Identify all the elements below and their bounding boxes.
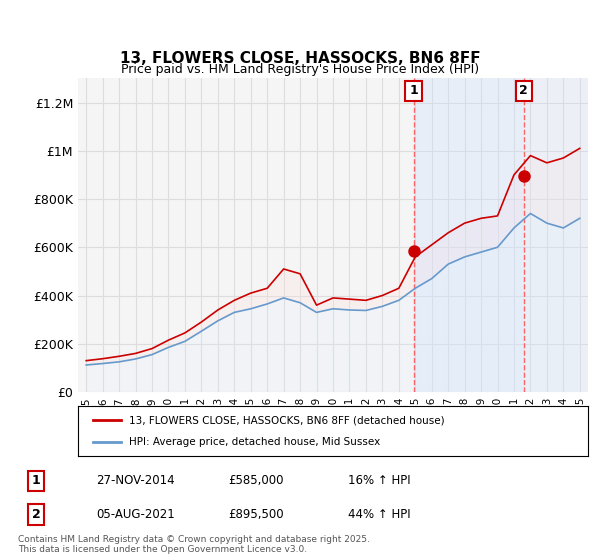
Text: 44% ↑ HPI: 44% ↑ HPI: [348, 508, 410, 521]
Text: 2: 2: [32, 508, 40, 521]
Text: 13, FLOWERS CLOSE, HASSOCKS, BN6 8FF: 13, FLOWERS CLOSE, HASSOCKS, BN6 8FF: [119, 52, 481, 66]
Text: 13, FLOWERS CLOSE, HASSOCKS, BN6 8FF (detached house): 13, FLOWERS CLOSE, HASSOCKS, BN6 8FF (de…: [129, 415, 445, 425]
Text: £585,000: £585,000: [228, 474, 284, 487]
Text: 1: 1: [32, 474, 40, 487]
Text: 2: 2: [520, 85, 528, 97]
Text: Contains HM Land Registry data © Crown copyright and database right 2025.
This d: Contains HM Land Registry data © Crown c…: [18, 535, 370, 554]
Text: 05-AUG-2021: 05-AUG-2021: [96, 508, 175, 521]
Text: Price paid vs. HM Land Registry's House Price Index (HPI): Price paid vs. HM Land Registry's House …: [121, 63, 479, 77]
Text: HPI: Average price, detached house, Mid Sussex: HPI: Average price, detached house, Mid …: [129, 437, 380, 447]
Text: 1: 1: [409, 85, 418, 97]
Text: £895,500: £895,500: [228, 508, 284, 521]
Bar: [413, 78, 524, 392]
Text: 16% ↑ HPI: 16% ↑ HPI: [348, 474, 410, 487]
Bar: [524, 78, 588, 392]
Text: 27-NOV-2014: 27-NOV-2014: [96, 474, 175, 487]
